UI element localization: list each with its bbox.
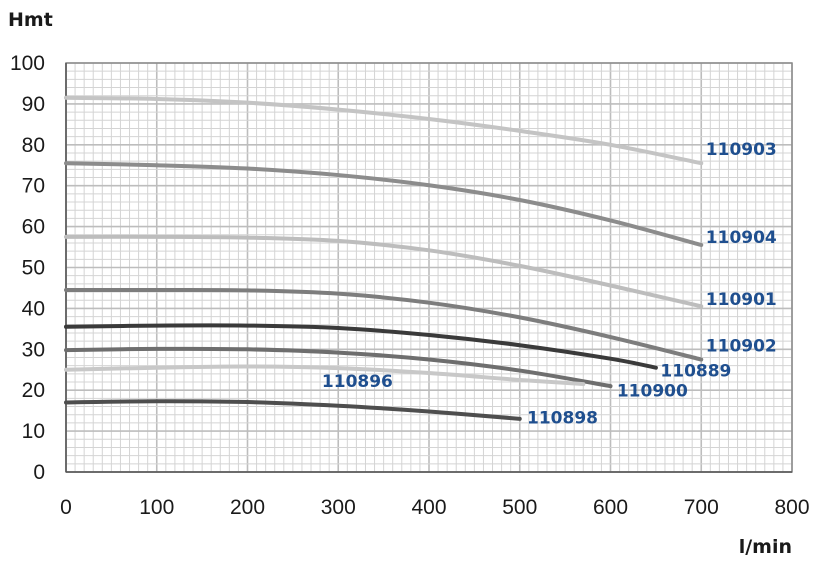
y-tick-label: 10: [22, 420, 45, 443]
y-tick-label: 70: [22, 175, 45, 198]
y-tick-label: 50: [22, 257, 45, 280]
y-tick-label: 0: [33, 461, 45, 484]
x-tick-label: 800: [774, 496, 809, 519]
series-line-110901: [64, 234, 704, 309]
y-tick-label: 80: [22, 134, 45, 157]
series-label-110898: 110898: [527, 409, 598, 429]
x-tick-label: 300: [321, 496, 356, 519]
y-tick-label: 30: [22, 338, 45, 361]
series-lines: [64, 95, 704, 421]
x-tick-labels: 0 100 200 300 400 500 600 700 800: [60, 496, 809, 519]
x-tick-label: 500: [502, 496, 537, 519]
y-tick-labels: 0 10 20 30 40 50 60 70 80 90 100: [10, 52, 45, 484]
series-line-110900: [64, 346, 613, 389]
y-tick-label: 20: [22, 379, 45, 402]
x-tick-label: 100: [139, 496, 174, 519]
x-tick-label: 400: [411, 496, 446, 519]
x-tick-label: 600: [593, 496, 628, 519]
series-line-110889: [64, 323, 658, 370]
series-line-110898: [64, 399, 522, 421]
series-line-110896: [64, 364, 586, 387]
y-axis-title: Hmt: [8, 9, 53, 31]
series-label-110902: 110902: [706, 336, 777, 356]
series-line-110904: [64, 161, 704, 248]
series-label-110900: 110900: [617, 381, 688, 401]
series-label-110903: 110903: [706, 140, 777, 160]
series-line-110902: [64, 287, 704, 362]
y-tick-label: 60: [22, 216, 45, 239]
y-tick-label: 100: [10, 52, 45, 75]
series-label-110896: 110896: [322, 372, 393, 392]
y-tick-label: 40: [22, 297, 45, 320]
x-tick-label: 700: [684, 496, 719, 519]
series-label-110889: 110889: [660, 362, 731, 382]
series-label-110904: 110904: [706, 228, 777, 248]
x-tick-label: 200: [230, 496, 265, 519]
series-label-110901: 110901: [706, 290, 777, 310]
y-tick-label: 90: [22, 93, 45, 116]
x-axis-title: l/min: [739, 536, 792, 558]
series-line-110903: [64, 95, 704, 166]
x-tick-label: 0: [60, 496, 72, 519]
